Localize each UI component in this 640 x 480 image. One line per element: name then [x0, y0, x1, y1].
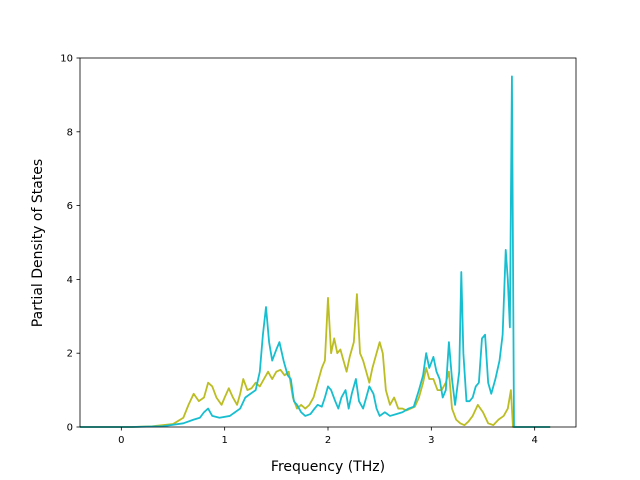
x-tick-label: 0 [118, 435, 124, 446]
y-tick-label: 6 [67, 201, 73, 212]
x-axis-ticks: 0 1 2 3 4 [118, 427, 538, 446]
series-line-2 [80, 75, 551, 428]
y-tick-label: 2 [67, 349, 73, 360]
x-tick-label: 1 [221, 435, 227, 446]
y-tick-label: 0 [67, 423, 73, 434]
series-line-1 [80, 293, 551, 428]
x-tick-label: 2 [325, 435, 331, 446]
y-tick-label: 4 [67, 275, 73, 286]
x-tick-label: 4 [531, 435, 537, 446]
series-layer [80, 75, 551, 428]
y-tick-label: 10 [60, 54, 73, 65]
y-axis-ticks: 0 2 4 6 8 10 [60, 54, 80, 434]
y-axis-label: Partial Density of States [30, 159, 46, 327]
x-tick-label: 3 [428, 435, 434, 446]
x-axis-label: Frequency (THz) [271, 459, 385, 475]
y-tick-label: 8 [67, 127, 73, 138]
